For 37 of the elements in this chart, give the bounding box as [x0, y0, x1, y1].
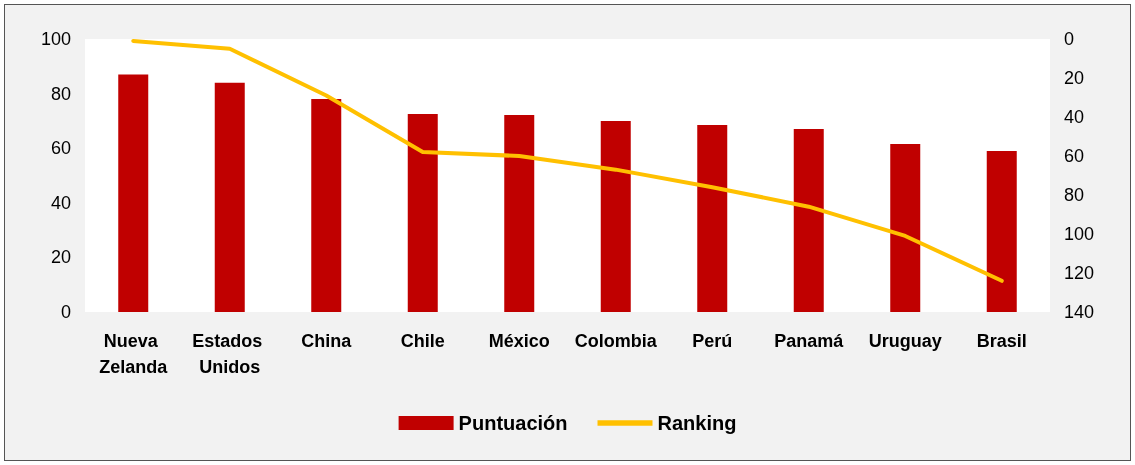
x-tick-label: Uruguay — [868, 331, 942, 351]
x-tick-label: México — [488, 331, 550, 351]
y-tick-label: 20 — [50, 247, 71, 268]
bar — [600, 120, 631, 312]
bar — [793, 129, 824, 312]
bar — [407, 114, 438, 312]
bar — [504, 114, 535, 312]
y-tick-label: 80 — [50, 83, 71, 104]
y-tick-label: 0 — [60, 302, 71, 322]
y2-tick-label: 40 — [1064, 107, 1085, 127]
line-series — [131, 38, 1004, 283]
bar — [986, 150, 1017, 312]
y2-tick-label: 0 — [1064, 29, 1075, 49]
y-tick-label: 100 — [40, 29, 71, 49]
x-tick-label: Nueva Zelanda — [99, 331, 169, 377]
x-tick-label: Colombia — [574, 331, 658, 351]
bar — [118, 74, 149, 312]
x-tick-label: Estados Unidos — [192, 331, 268, 377]
x-tick-label: Perú — [692, 331, 733, 351]
bar — [697, 125, 728, 312]
x-tick-label: Brasil — [976, 331, 1027, 351]
y2-tick-label: 20 — [1064, 68, 1085, 88]
bar — [311, 99, 342, 312]
y2-tick-label: 60 — [1064, 146, 1085, 166]
legend-label: Puntuación — [458, 412, 568, 434]
bar — [214, 82, 245, 312]
y2-tick-label: 100 — [1064, 224, 1095, 244]
x-tick-label: China — [301, 331, 353, 351]
y-tick-label: 60 — [50, 138, 71, 159]
x-tick-label: Chile — [400, 331, 445, 351]
y2-tick-label: 140 — [1064, 302, 1095, 322]
y2-tick-label: 120 — [1064, 263, 1095, 283]
x-tick-label: Panamá — [774, 331, 845, 351]
y2-tick-label: 80 — [1064, 185, 1085, 205]
y-tick-label: 40 — [50, 192, 71, 213]
bar — [890, 144, 921, 312]
legend-label: Ranking — [657, 412, 737, 434]
